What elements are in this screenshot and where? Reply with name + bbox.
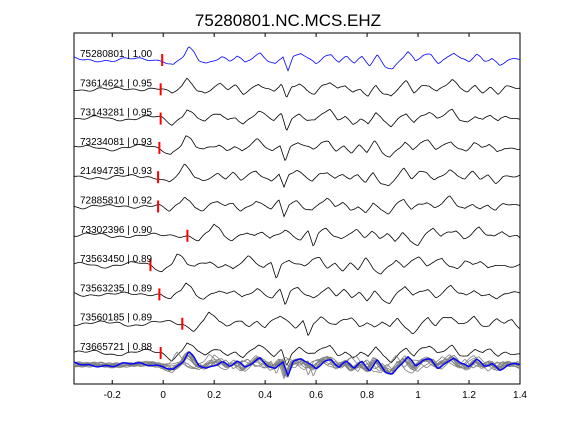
trace-label: 75280801 | 1.00	[80, 49, 153, 60]
trace-line	[73, 195, 521, 218]
trace-label: 73614621 | 0.95	[80, 78, 153, 89]
x-axis: -0.2 0 0.2 0.4 0.6 0.8 1 1.2 1.4	[104, 33, 527, 401]
x-tick-label: -0.2	[104, 390, 122, 401]
trace-group: 75280801 | 1.00 73614621 | 0.95 73143281 |…	[73, 46, 521, 366]
trace-label: 73560185 | 0.89	[80, 313, 153, 324]
x-tick-label: 0.6	[309, 390, 323, 401]
trace-label: 21494735 | 0.93	[80, 166, 153, 177]
stack-master-trace	[73, 350, 521, 378]
trace-line	[73, 311, 521, 337]
x-tick-label: 1	[415, 390, 421, 401]
plot-frame	[73, 32, 521, 385]
chart-title: 75280801.NC.MCS.EHZ	[195, 11, 381, 30]
x-tick-label: 0.4	[258, 390, 272, 401]
trace-line	[73, 135, 520, 162]
stack-trace	[73, 353, 521, 376]
trace-label: 73665721 | 0.88	[80, 342, 153, 353]
stack-trace	[73, 354, 521, 377]
trace-line	[73, 108, 521, 131]
trace-line	[73, 77, 521, 98]
trace-line	[73, 223, 521, 247]
trace-label: 73563235 | 0.89	[80, 283, 153, 294]
trace-label: 73143281 | 0.95	[80, 108, 153, 119]
trace-label: 73234081 | 0.93	[80, 137, 153, 148]
stacked-traces	[73, 350, 521, 380]
x-tick-label: 1.4	[513, 390, 527, 401]
trace-label: 73302396 | 0.90	[80, 225, 153, 236]
trace-line	[74, 163, 521, 189]
x-tick-label: 1.2	[462, 390, 476, 401]
trace-label: 72885810 | 0.92	[80, 196, 153, 207]
trace-line	[73, 46, 521, 72]
trace-label: 73563450 | 0.89	[80, 254, 153, 265]
trace-line	[73, 342, 521, 366]
x-tick-label: 0	[160, 390, 166, 401]
x-tick-label: 0.8	[360, 390, 374, 401]
x-tick-label: 0.2	[207, 390, 221, 401]
trace-line	[73, 282, 521, 305]
trace-line	[73, 253, 521, 279]
